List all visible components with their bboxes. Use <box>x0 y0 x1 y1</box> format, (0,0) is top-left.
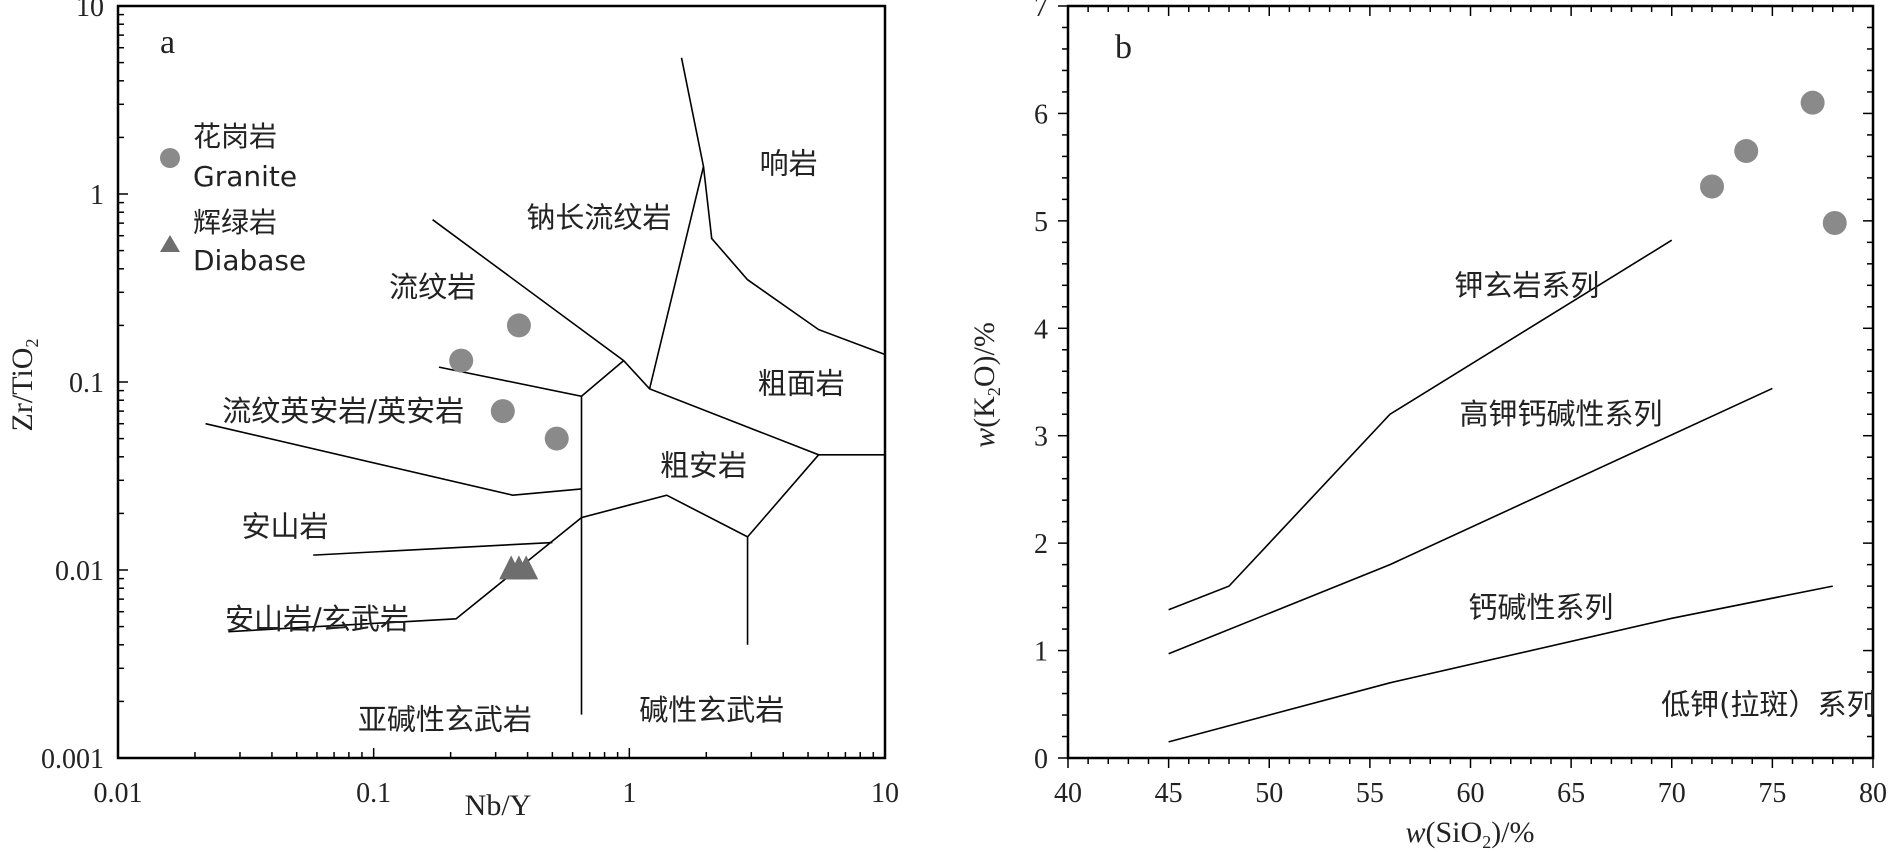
chart-a-region-label: 亚碱性玄武岩 <box>358 703 532 737</box>
chart-b-xtick-label: 55 <box>1356 778 1384 809</box>
chart-a-region-label: 粗安岩 <box>660 448 747 482</box>
chart-b-xtick-label: 65 <box>1557 778 1585 809</box>
chart-a-boundary-line <box>205 422 582 496</box>
chart-b-ytick-label: 0 <box>1034 744 1048 775</box>
chart-a-region-label: 安山岩/玄武岩 <box>225 602 409 636</box>
chart-b-ytick-label: 5 <box>1034 207 1048 238</box>
chart-b-panel-label: b <box>1115 29 1132 66</box>
granite-point <box>1700 174 1724 199</box>
chart-a-region-label: 粗面岩 <box>758 367 845 401</box>
chart-b-boundary-line <box>1168 585 1833 743</box>
chart-a-region-label: 钠长流纹岩 <box>526 200 671 234</box>
diabase-point <box>514 555 539 580</box>
chart-a-ytick-label: 10 <box>76 0 104 23</box>
chart-b-xtick-label: 70 <box>1658 778 1686 809</box>
legend-diabase-marker <box>160 235 180 252</box>
chart-b-ytick-label: 3 <box>1034 422 1048 453</box>
chart-b-region-label: 高钾钙碱性系列 <box>1460 397 1663 431</box>
chart-a-region-label: 安山岩 <box>241 510 328 544</box>
chart-a-region-label: 响岩 <box>760 147 818 181</box>
chart-b-xtick-label: 80 <box>1859 778 1887 809</box>
chart-b-xtick-label: 40 <box>1054 778 1082 809</box>
granite-point <box>1734 139 1759 164</box>
chart-b-ytick-label: 2 <box>1034 529 1048 560</box>
chart-a-boundary-line <box>313 541 553 556</box>
chart-a-boundary-line <box>680 57 886 356</box>
chart-a-ytick-label: 1 <box>90 180 104 211</box>
chart-a-legend: 花岗岩 Granite 辉绿岩 Diabase <box>160 120 306 277</box>
granite-point <box>490 399 515 424</box>
granite-point <box>1822 211 1847 236</box>
legend-granite-cn: 花岗岩 <box>193 120 277 153</box>
chart-b-ytick-label: 1 <box>1034 637 1048 668</box>
chart-a-ytick-label: 0.01 <box>55 556 104 587</box>
chart-a-xtick-label: 0.01 <box>94 778 143 809</box>
granite-point <box>544 426 569 451</box>
chart-b-ytick-label: 6 <box>1034 99 1048 130</box>
chart-a-ytick-label: 0.001 <box>41 744 104 775</box>
chart-a-boundary-line <box>432 219 885 456</box>
chart-b-xlabel: w(SiO2)/% <box>1405 816 1534 852</box>
chart-a-xtick-label: 10 <box>871 778 899 809</box>
chart-b-xtick-label: 45 <box>1155 778 1183 809</box>
chart-b-xtick-label: 60 <box>1457 778 1485 809</box>
chart-a-ylabel: Zr/TiO2 <box>6 339 42 432</box>
chart-b-region-label: 钙碱性系列 <box>1468 591 1613 625</box>
chart-a-region-label: 流纹岩 <box>389 270 476 304</box>
granite-point <box>506 313 531 338</box>
granite-point <box>1800 90 1825 115</box>
chart-a-xtick-label: 0.1 <box>356 778 391 809</box>
chart-b-region-label: 钾玄岩系列 <box>1454 268 1599 302</box>
chart-a-boundary-line <box>648 166 705 389</box>
chart-b-ytick-label: 7 <box>1034 0 1048 23</box>
chart-b-boundary-line <box>1168 387 1773 655</box>
legend-diabase-cn: 辉绿岩 <box>193 206 277 239</box>
chart-a-xlabel: Nb/Y <box>465 789 532 822</box>
chart-b-xtick-label: 50 <box>1255 778 1283 809</box>
chart-b-xtick-label: 75 <box>1758 778 1786 809</box>
chart-a-region-label: 流纹英安岩/英安岩 <box>222 394 464 428</box>
chart-b-region-label: 低钾(拉斑）系列 <box>1661 687 1875 721</box>
chart-a-panel-label: a <box>160 24 175 61</box>
legend-diabase-en: Diabase <box>193 244 306 277</box>
granite-point <box>449 348 474 373</box>
chart-a-ytick-label: 0.1 <box>69 368 104 399</box>
chart-a-xtick-label: 1 <box>622 778 636 809</box>
chart-b-ylabel: w(K2O)/% <box>968 322 1004 448</box>
chart-a-boundary-line <box>228 454 820 633</box>
legend-granite-marker <box>160 148 180 168</box>
chart-b-boundary-line <box>1168 239 1673 611</box>
chart-a-region-label: 碱性玄武岩 <box>639 693 784 727</box>
chart-b-ytick-label: 4 <box>1034 314 1048 345</box>
legend-granite-en: Granite <box>193 160 297 193</box>
